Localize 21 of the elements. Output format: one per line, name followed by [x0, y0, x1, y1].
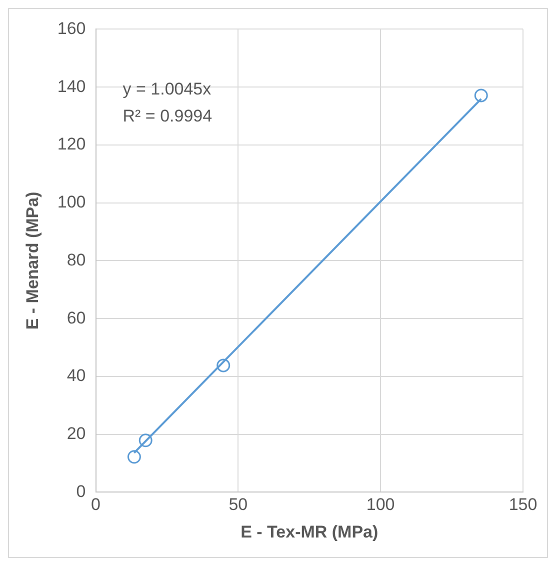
y-tick-label: 60 [66, 308, 86, 328]
x-tick-label: 100 [366, 495, 395, 514]
y-tick-label: 80 [66, 250, 86, 270]
x-tick-label: 50 [228, 495, 248, 514]
annotation: y = 1.0045x [122, 79, 212, 98]
y-axis-title: E - Menard (MPa) [22, 192, 42, 330]
y-tick-label: 100 [57, 192, 86, 212]
x-axis-title: E - Tex-MR (MPa) [240, 522, 378, 542]
point [474, 88, 488, 102]
y-tick-label: 160 [57, 18, 86, 38]
y-tick-label: 40 [66, 366, 86, 386]
point [216, 358, 230, 372]
x-tick-label: 0 [91, 495, 100, 514]
y-tick-label: 120 [57, 134, 86, 154]
point [127, 450, 141, 464]
y-tick-label: 20 [66, 424, 86, 444]
annotation: R² = 0.9994 [122, 106, 212, 126]
point [138, 434, 152, 448]
y-tick-label: 0 [76, 482, 86, 501]
y-tick-label: 140 [57, 76, 86, 96]
x-tick-label: 150 [508, 495, 538, 514]
